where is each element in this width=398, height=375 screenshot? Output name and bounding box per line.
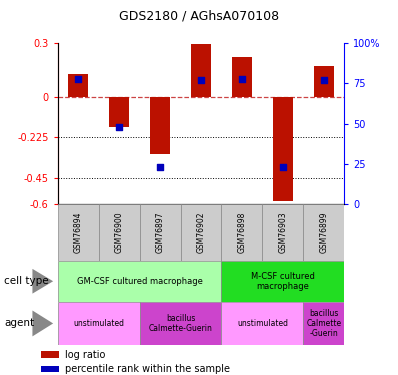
Bar [41,351,59,358]
Text: GM-CSF cultured macrophage: GM-CSF cultured macrophage [77,277,203,286]
Point [116,124,122,130]
Polygon shape [32,269,53,294]
Text: cell type: cell type [4,276,49,286]
Text: GSM76900: GSM76900 [115,211,124,254]
Bar [68,74,88,97]
Text: GSM76897: GSM76897 [156,212,164,253]
Text: GDS2180 / AGhsA070108: GDS2180 / AGhsA070108 [119,9,279,22]
Bar [314,66,334,97]
Point [75,76,81,82]
Point [280,164,286,170]
Point [157,164,163,170]
Text: log ratio: log ratio [65,350,106,360]
Bar [221,261,344,302]
Bar [109,97,129,128]
Polygon shape [32,310,53,336]
Text: unstimulated: unstimulated [237,319,288,328]
Bar [181,204,221,261]
Point [239,76,245,82]
Bar [99,204,140,261]
Text: M-CSF cultured
macrophage: M-CSF cultured macrophage [251,272,315,291]
Bar [262,204,303,261]
Text: bacillus
Calmette
-Guerin: bacillus Calmette -Guerin [306,309,341,338]
Bar [303,204,344,261]
Bar [221,302,303,345]
Point [198,77,204,83]
Bar [273,97,293,201]
Bar [58,261,221,302]
Text: GSM76898: GSM76898 [238,212,246,253]
Text: GSM76903: GSM76903 [278,211,287,254]
Text: agent: agent [4,318,34,328]
Bar [191,44,211,97]
Bar [41,366,59,372]
Bar [140,204,181,261]
Text: bacillus
Calmette-Guerin: bacillus Calmette-Guerin [148,314,213,333]
Bar [303,302,344,345]
Bar [232,57,252,97]
Text: unstimulated: unstimulated [73,319,124,328]
Bar [150,97,170,154]
Text: GSM76899: GSM76899 [319,212,328,253]
Text: GSM76902: GSM76902 [197,212,205,253]
Text: GSM76894: GSM76894 [74,212,83,253]
Bar [140,302,221,345]
Bar [221,204,262,261]
Bar [58,302,140,345]
Bar [58,204,99,261]
Point [321,77,327,83]
Text: percentile rank within the sample: percentile rank within the sample [65,364,230,374]
